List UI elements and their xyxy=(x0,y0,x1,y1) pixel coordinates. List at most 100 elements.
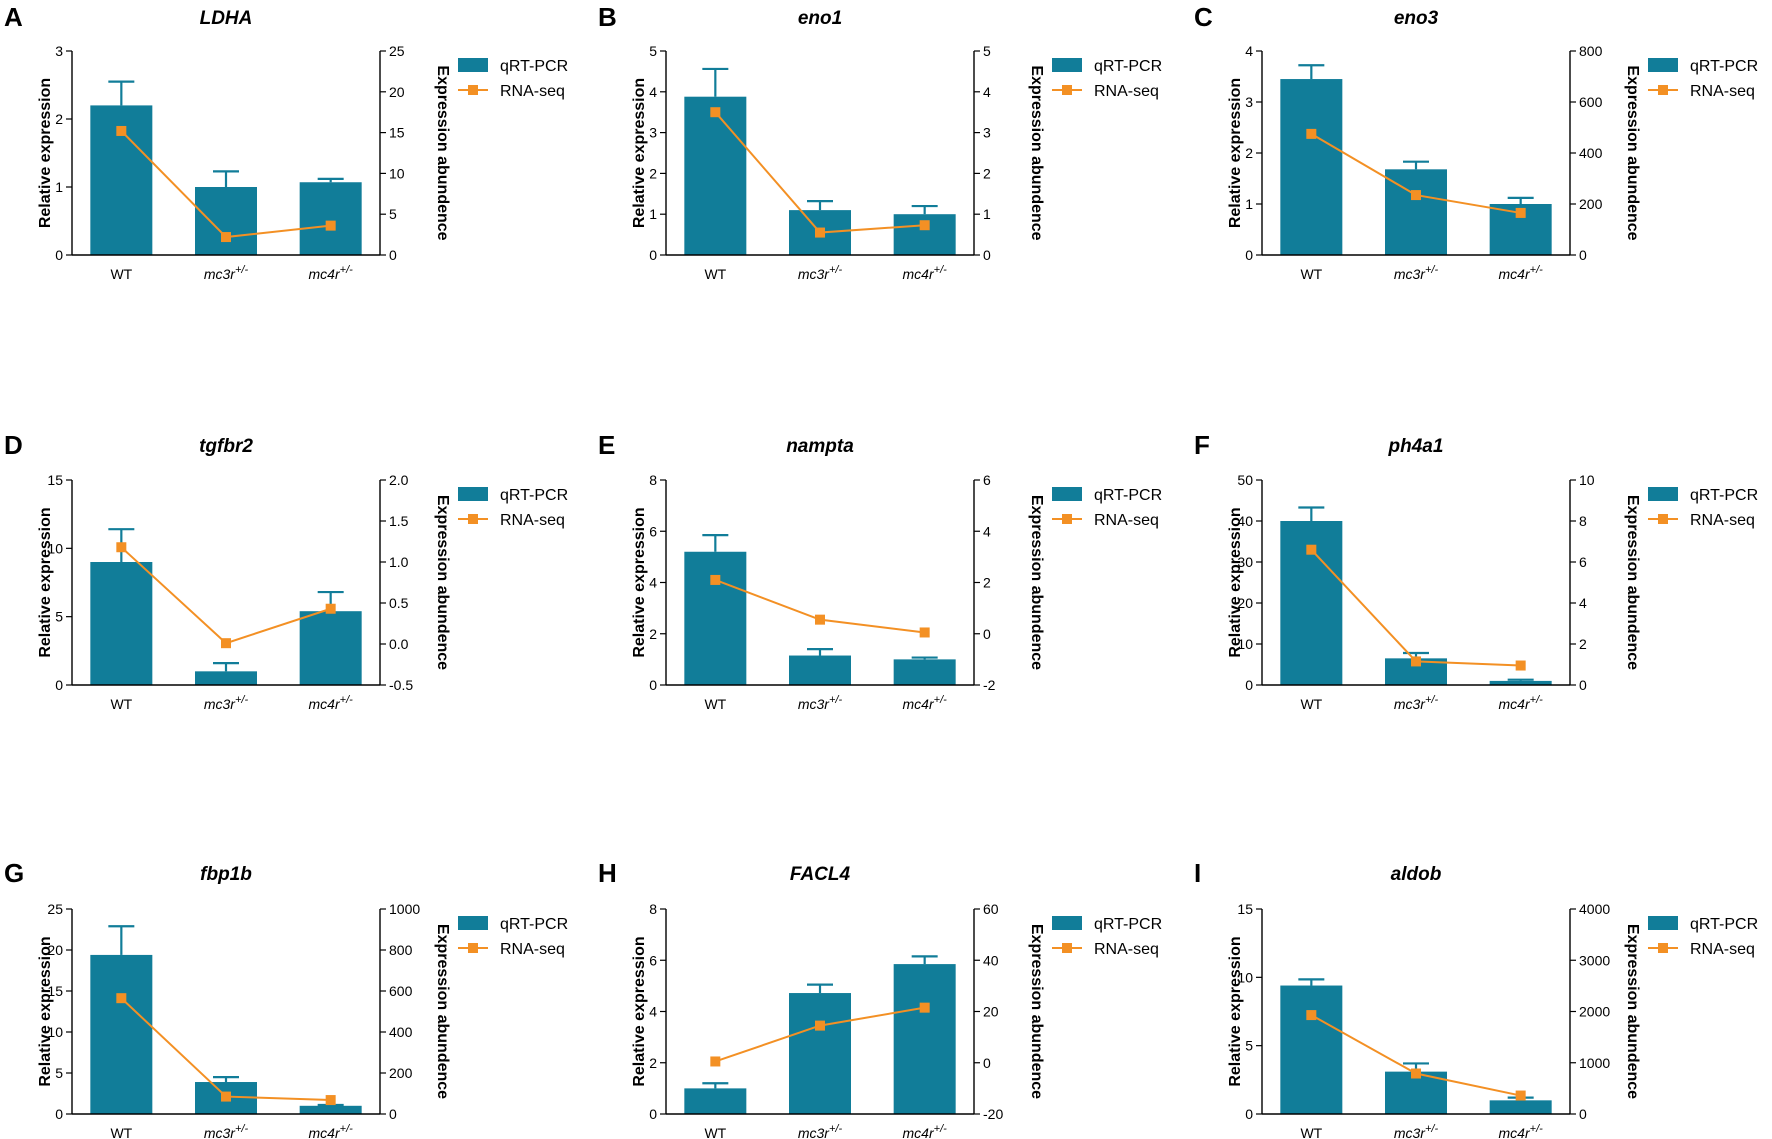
legend-bar-label: qRT-PCR xyxy=(1094,58,1162,75)
left-axis-title: Relative expression xyxy=(631,78,648,228)
right-tick-label: 2 xyxy=(983,575,991,591)
right-tick-label: 20 xyxy=(983,1004,999,1020)
category-label: mc4r+/- xyxy=(1499,1123,1544,1139)
category-label: mc4r+/- xyxy=(309,1123,354,1139)
right-tick-label: 1000 xyxy=(389,901,420,917)
right-tick-label: 6 xyxy=(983,472,991,488)
bar-2 xyxy=(893,964,956,1114)
legend-bar-swatch xyxy=(458,916,488,930)
right-tick-label: 4 xyxy=(983,523,991,539)
panel-letter: D xyxy=(4,430,23,460)
legend-bar-swatch xyxy=(458,487,488,501)
rna-seq-point-0 xyxy=(1306,1010,1317,1021)
panel-letter: E xyxy=(598,430,615,460)
left-tick-label: 8 xyxy=(649,472,657,488)
left-tick-label: 2 xyxy=(649,1055,657,1071)
right-tick-label: -2 xyxy=(983,677,996,693)
rna-seq-point-0 xyxy=(710,107,721,118)
legend-bar-swatch xyxy=(1648,58,1678,72)
bar-1 xyxy=(789,655,851,685)
right-axis-title: Expression abundence xyxy=(1624,65,1641,240)
left-tick-label: 2 xyxy=(649,165,657,181)
right-tick-label: -0.5 xyxy=(389,677,413,693)
right-tick-label: 0 xyxy=(1579,1106,1587,1122)
legend-bar-swatch xyxy=(1052,916,1082,930)
left-tick-label: 0 xyxy=(649,247,657,263)
right-tick-label: 8 xyxy=(1579,513,1587,529)
left-tick-label: 40 xyxy=(1237,513,1253,529)
bar-0 xyxy=(684,551,747,685)
left-tick-label: 5 xyxy=(55,609,63,625)
left-tick-label: 15 xyxy=(47,983,63,999)
right-tick-label: 6 xyxy=(1579,554,1587,570)
legend-line-label: RNA-seq xyxy=(1690,83,1755,100)
rna-seq-point-0 xyxy=(116,542,127,553)
left-tick-label: 10 xyxy=(47,1024,63,1040)
legend-line-label: RNA-seq xyxy=(500,512,565,529)
bar-2 xyxy=(893,659,956,685)
rna-seq-point-2 xyxy=(325,603,336,614)
right-tick-label: 10 xyxy=(389,165,405,181)
category-label: mc3r+/- xyxy=(798,694,843,712)
rna-seq-point-2 xyxy=(325,220,336,231)
right-tick-label: 0 xyxy=(983,1055,991,1071)
category-label: mc4r+/- xyxy=(309,264,354,282)
legend-bar-label: qRT-PCR xyxy=(1690,916,1758,933)
panel-a: A LDHA 0 1 2 3 0 5 10 15 20 25 WT mc3r+/- mc4r+/- Relat… xyxy=(4,2,568,282)
category-label: mc4r+/- xyxy=(309,694,354,712)
right-tick-label: 1000 xyxy=(1579,1055,1610,1071)
chart-title: nampta xyxy=(786,436,854,457)
left-tick-label: 1 xyxy=(1245,196,1253,212)
right-tick-label: 800 xyxy=(389,942,413,958)
bar-2 xyxy=(299,611,362,685)
category-label: mc3r+/- xyxy=(1394,694,1439,712)
right-axis-title: Expression abundence xyxy=(1028,495,1045,670)
panel-letter: B xyxy=(598,2,617,32)
category-label: WT xyxy=(704,266,726,282)
left-tick-label: 1 xyxy=(55,179,63,195)
rna-seq-point-1 xyxy=(221,638,231,649)
rna-seq-line xyxy=(120,546,331,645)
rna-seq-point-2 xyxy=(1515,1090,1526,1101)
bar-0 xyxy=(1280,79,1343,255)
left-axis-title: Relative expression xyxy=(37,507,54,657)
legend-line-marker xyxy=(1658,514,1668,524)
legend-bar-label: qRT-PCR xyxy=(1094,916,1162,933)
legend-line-label: RNA-seq xyxy=(1094,512,1159,529)
left-tick-label: 20 xyxy=(1237,595,1253,611)
left-tick-label: 2 xyxy=(649,626,657,642)
left-axis-title: Relative expression xyxy=(631,936,648,1086)
legend-bar-label: qRT-PCR xyxy=(500,58,568,75)
left-tick-label: 6 xyxy=(649,523,657,539)
right-tick-label: 200 xyxy=(1579,196,1603,212)
legend-line-marker xyxy=(1062,943,1072,953)
panel-letter: C xyxy=(1194,2,1213,32)
legend-line-marker xyxy=(1658,85,1668,95)
left-axis-title: Relative expression xyxy=(1227,78,1244,228)
category-label: WT xyxy=(110,266,132,282)
left-axis-title: Relative expression xyxy=(1227,936,1244,1086)
right-tick-label: 0.5 xyxy=(389,595,409,611)
legend-line-marker xyxy=(1658,943,1668,953)
category-label: mc4r+/- xyxy=(903,1123,948,1139)
right-tick-label: 1.0 xyxy=(389,554,409,570)
legend-line-marker xyxy=(1062,85,1072,95)
bar-2 xyxy=(1489,1100,1552,1114)
chart-title: ph4a1 xyxy=(1388,436,1444,457)
rna-seq-point-1 xyxy=(1411,190,1421,201)
left-tick-label: 0 xyxy=(55,677,63,693)
bar-2 xyxy=(1489,680,1552,685)
left-tick-label: 0 xyxy=(649,1106,657,1122)
category-label: WT xyxy=(1300,696,1322,712)
right-tick-label: 2.0 xyxy=(389,472,409,488)
chart-title: eno3 xyxy=(1394,8,1439,29)
rna-seq-point-0 xyxy=(710,574,721,585)
rna-seq-point-1 xyxy=(221,1091,231,1102)
category-label: mc4r+/- xyxy=(903,694,948,712)
legend-bar-swatch xyxy=(1052,487,1082,501)
bar-0 xyxy=(90,562,153,685)
rna-seq-point-2 xyxy=(919,220,930,231)
left-tick-label: 4 xyxy=(649,1004,657,1020)
